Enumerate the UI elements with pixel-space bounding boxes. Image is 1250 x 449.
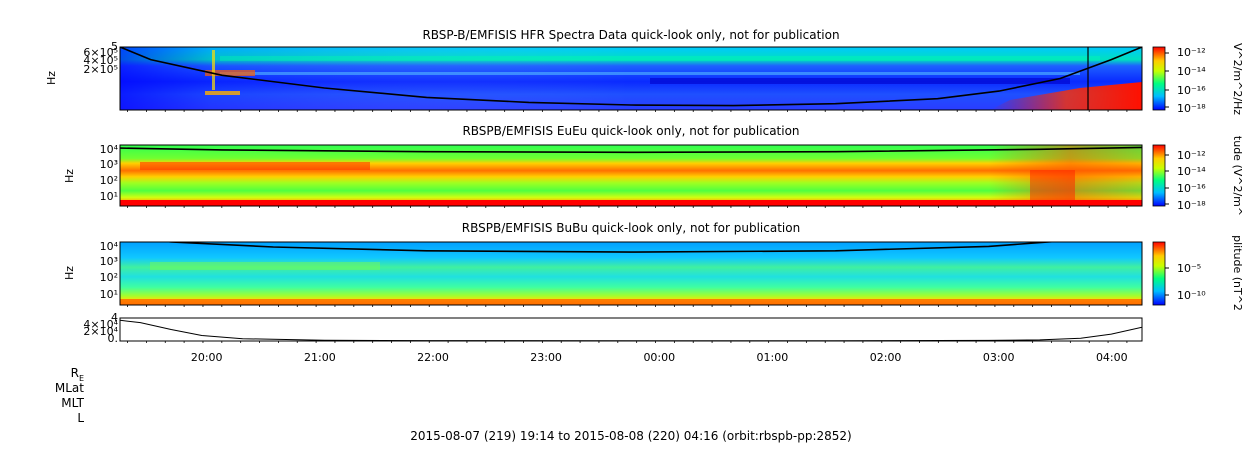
panel3-overlay-line (164, 242, 1059, 253)
panel3-ytick: 10³ (100, 255, 118, 268)
panel2-ytick: 10² (100, 174, 118, 187)
panel3-cb-tick: 10⁻¹⁰ (1177, 289, 1206, 302)
panel4-line (120, 319, 1142, 341)
ephemeris-label-l: L (77, 411, 84, 425)
panel1-ytick: 4×10⁵ (83, 54, 118, 67)
panel2-cb-label: tude (V^2/m^ (1231, 136, 1244, 216)
time-tick-label: 00:00 (643, 351, 675, 364)
panel3-cb-label: plitude (nT^2 (1231, 235, 1244, 311)
panel3-xticks (127, 305, 1128, 307)
panel4-frame (119, 317, 1143, 342)
panel1-yaxis: 5 6×10⁵ 4×10⁵ 2×10⁵ Hz (45, 40, 118, 85)
panel1-ytick: 2×10⁵ (83, 63, 118, 76)
panel2-heatmap-shade (120, 145, 1142, 206)
panel2-spectrogram (120, 145, 1142, 206)
panel3-colorbar: 10⁻⁵ 10⁻¹⁰ plitude (nT^2 (1152, 235, 1244, 311)
time-tick-label: 20:00 (191, 351, 223, 364)
panel2-cb-tick: 10⁻¹⁶ (1177, 182, 1206, 195)
panel2-band-red (140, 162, 370, 170)
panel1-band-dark (650, 78, 1070, 84)
panel1-ytick-top: 5 (111, 40, 118, 53)
panel1-column (212, 50, 215, 90)
panel4-yaxis: 4 4×10⁴ 2×10⁴ 0. (83, 311, 118, 345)
time-tick-label: 23:00 (530, 351, 562, 364)
panel3-ylabel: Hz (63, 266, 76, 280)
time-tick-label: 03:00 (983, 351, 1015, 364)
panel1-emission-late (990, 82, 1142, 110)
panel1-cb-label: V^2/m^2/Hz (1231, 43, 1244, 115)
panel2-floor (120, 200, 1142, 206)
panel1-cb-tick: 10⁻¹⁸ (1177, 102, 1206, 115)
panel4-xticks (127, 341, 1128, 343)
panel2-column (1030, 170, 1075, 200)
time-tick-label: 01:00 (757, 351, 789, 364)
panel1-cb-tick: 10⁻¹² (1177, 46, 1206, 59)
panel3-colorbar-scale (1152, 241, 1166, 306)
ephemeris-label-mlat: MLat (55, 381, 84, 395)
panel3-cb-tick: 10⁻⁵ (1177, 262, 1201, 275)
panel2-cb-tick: 10⁻¹⁴ (1177, 165, 1206, 178)
panel1-emission-early-low (205, 91, 240, 95)
panel3-title: RBSPB/EMFISIS BuBu quick-look only, not … (462, 221, 800, 235)
panel1-cb-tick: 10⁻¹⁶ (1177, 84, 1206, 97)
panel1-ylabel: Hz (45, 71, 58, 85)
panel3-frame (119, 241, 1143, 306)
panel2-overlay-line (120, 146, 1142, 154)
panel3-ytick: 10² (100, 271, 118, 284)
panel3-floor (120, 299, 1142, 305)
panel2-frame (119, 144, 1143, 207)
panel1-band-upper (220, 56, 1100, 61)
panel2-ytick: 10¹ (100, 190, 118, 203)
panel2-ytick: 10⁴ (100, 143, 119, 156)
panel2-yaxis: 10⁴ 10³ 10² 10¹ Hz (63, 143, 119, 203)
panel4-ytick: 0. (108, 332, 119, 345)
panel1-spectrogram (120, 47, 1142, 110)
panel1-xticks (127, 110, 1128, 112)
panel1-ytick: 6×10⁵ (83, 46, 118, 59)
panel2-cb-tick: 10⁻¹⁸ (1177, 199, 1206, 212)
panel1-cb-tick: 10⁻¹⁴ (1177, 65, 1206, 78)
time-tick-label: 22:00 (417, 351, 449, 364)
panel2-cb-tick: 10⁻¹² (1177, 149, 1206, 162)
time-tick-label: 02:00 (870, 351, 902, 364)
panel3-ytick: 10¹ (100, 288, 118, 301)
panel1-frame (119, 46, 1143, 111)
panel2-colorbar: 10⁻¹² 10⁻¹⁴ 10⁻¹⁶ 10⁻¹⁸ tude (V^2/m^ (1152, 136, 1244, 216)
panel4-ytick: 4×10⁴ (83, 318, 118, 331)
panel4-ytick-top: 4 (111, 311, 118, 324)
ephemeris-labels: RE MLat MLT L (55, 366, 85, 425)
ephemeris-label-mlt: MLT (61, 396, 84, 410)
panel1-colorbar-scale (1152, 46, 1166, 111)
panel3-yaxis: 10⁴ 10³ 10² 10¹ Hz (63, 240, 119, 301)
panel1-colorbar: 10⁻¹² 10⁻¹⁴ 10⁻¹⁶ 10⁻¹⁸ V^2/m^2/Hz (1152, 43, 1244, 115)
panel1-title: RBSP-B/EMFISIS HFR Spectra Data quick-lo… (422, 28, 839, 42)
footer-time-range: 2015-08-07 (219) 19:14 to 2015-08-08 (22… (410, 429, 851, 443)
time-tick-label: 04:00 (1096, 351, 1128, 364)
time-axis-labels: 20:00 21:00 22:00 23:00 00:00 01:00 02:00 03:00… (191, 351, 1128, 364)
panel3-ytick: 10⁴ (100, 240, 119, 253)
panel3-band (150, 262, 380, 270)
ephemeris-label-re: RE (71, 366, 84, 383)
panel2-ylabel: Hz (63, 169, 76, 183)
time-tick-label: 21:00 (304, 351, 336, 364)
panel2-xticks (127, 206, 1128, 208)
panel4-ytick: 2×10⁴ (83, 325, 118, 338)
panel2-ytick: 10³ (100, 158, 118, 171)
panel1-emission-early (205, 70, 255, 76)
panel1-overlay-line (120, 47, 1142, 107)
panel2-title: RBSPB/EMFISIS EuEu quick-look only, not … (462, 124, 799, 138)
panel2-colorbar-scale (1152, 144, 1166, 207)
panel1-band-lower (220, 72, 1080, 75)
